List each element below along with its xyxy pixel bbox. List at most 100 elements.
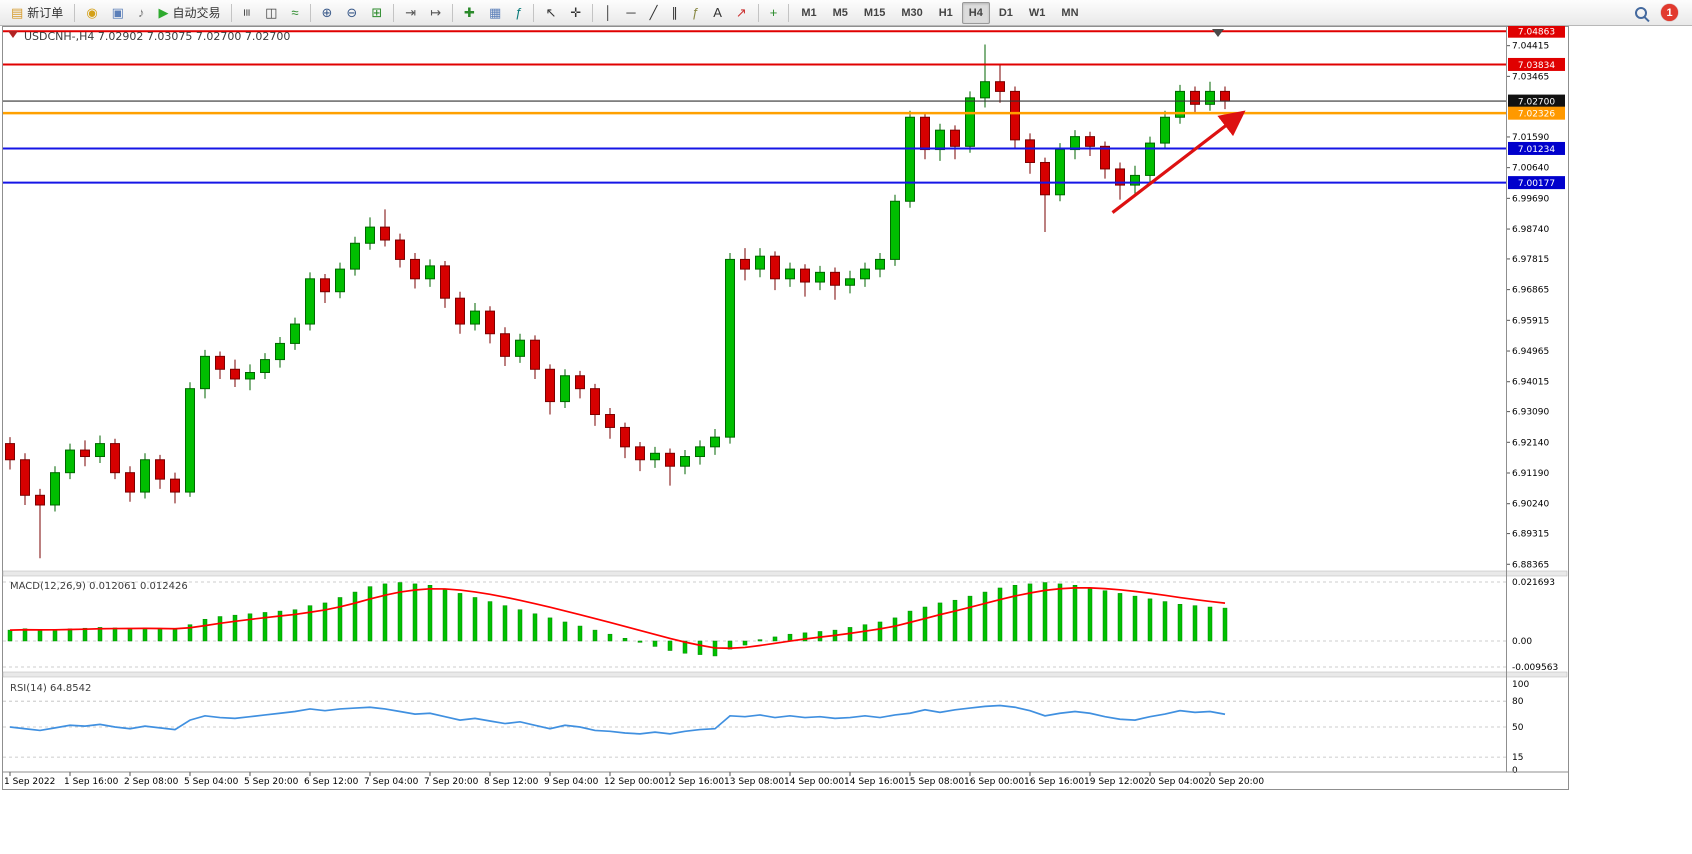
sounds-icon: ♪ bbox=[137, 5, 145, 20]
chart-shift-icon: ↦ bbox=[430, 5, 442, 20]
add-indicator-button[interactable]: + bbox=[764, 2, 784, 24]
toolbar-right: 1 bbox=[1635, 4, 1688, 21]
crosshair-button[interactable]: ✛ bbox=[564, 2, 587, 24]
time-tick-label: 20 Sep 04:00 bbox=[1144, 777, 1204, 787]
price-badge-label: 7.00177 bbox=[1518, 179, 1555, 189]
tile-windows-button[interactable]: ⊞ bbox=[365, 2, 388, 24]
price-badge-label: 7.02700 bbox=[1518, 98, 1555, 108]
panel-splitter[interactable] bbox=[2, 570, 1568, 577]
toolbar-separator bbox=[393, 3, 395, 22]
price-badge-label: 7.03834 bbox=[1518, 61, 1555, 71]
data-window-icon: ▣ bbox=[111, 5, 124, 20]
time-tick-label: 9 Sep 04:00 bbox=[544, 777, 599, 787]
chart-shift-button[interactable]: ↦ bbox=[424, 2, 447, 24]
chart-shift-marker[interactable] bbox=[1212, 29, 1224, 37]
macd-tick-label: -0.009563 bbox=[1512, 663, 1558, 673]
notification-badge[interactable]: 1 bbox=[1661, 4, 1678, 21]
profiles-button[interactable]: ▦ bbox=[483, 2, 507, 24]
horizontal-line-icon: ─ bbox=[626, 5, 636, 20]
timeframe-h1-button[interactable]: H1 bbox=[938, 6, 953, 19]
new-chart-icon: ✚ bbox=[464, 5, 475, 20]
macd-signal-line bbox=[9, 587, 1226, 650]
one-click-trading-toggle[interactable] bbox=[8, 31, 18, 38]
search-icon[interactable] bbox=[1635, 6, 1647, 19]
timeframe-m5-button[interactable]: M5 bbox=[832, 6, 848, 19]
price-badge-label: 7.04863 bbox=[1518, 28, 1555, 38]
timeframe-d1-button[interactable]: D1 bbox=[998, 6, 1013, 19]
autotrade-button[interactable]: ▶ 自动交易 bbox=[152, 2, 226, 24]
fibonacci-button[interactable]: ƒ bbox=[686, 2, 705, 24]
panel-splitter[interactable] bbox=[2, 671, 1568, 678]
zoom-out-button[interactable]: ⊖ bbox=[340, 2, 363, 24]
toolbar-separator bbox=[309, 3, 311, 22]
price-tick-label: 6.96865 bbox=[1512, 286, 1549, 296]
chart-title: USDCNH-,H4 7.02902 7.03075 7.02700 7.027… bbox=[24, 30, 290, 43]
timeframe-m1-button[interactable]: M1 bbox=[801, 6, 817, 19]
toolbar-separator bbox=[74, 3, 76, 22]
rsi-line bbox=[9, 704, 1226, 735]
price-tick-label: 6.88365 bbox=[1512, 560, 1549, 570]
new-order-button[interactable]: ▤ 新订单 bbox=[5, 2, 69, 24]
rsi-label: RSI(14) 64.8542 bbox=[10, 683, 91, 694]
time-axis[interactable]: 1 Sep 2022 1 Sep 16:00 2 Sep 08:00 5 Sep 04… bbox=[3, 771, 1568, 787]
time-tick-label: 12 Sep 00:00 bbox=[604, 777, 664, 787]
macd-panel: 0.021693 0.00 -0.009563 MACD(12,26,9) 0.012… bbox=[3, 578, 1558, 673]
sounds-button[interactable]: ♪ bbox=[132, 2, 151, 24]
timeframe-w1-button[interactable]: W1 bbox=[1028, 6, 1046, 19]
trend-arrow[interactable] bbox=[1111, 110, 1246, 214]
line-chart-icon: ≈ bbox=[291, 5, 299, 20]
timeframe-mn-button[interactable]: MN bbox=[1061, 6, 1079, 19]
price-tick-label: 6.97815 bbox=[1512, 255, 1549, 265]
price-tick-label: 7.03465 bbox=[1512, 72, 1549, 82]
indicators-button[interactable]: ƒ bbox=[509, 2, 528, 24]
trendline-button[interactable]: ╱ bbox=[644, 2, 664, 24]
horizontal-line-button[interactable]: ─ bbox=[620, 2, 641, 24]
new-chart-button[interactable]: ✚ bbox=[458, 2, 481, 24]
toolbar-separator bbox=[592, 3, 594, 22]
price-tick-label: 7.01590 bbox=[1512, 133, 1549, 143]
time-tick-label: 14 Sep 00:00 bbox=[784, 777, 844, 787]
equidistant-channel-button[interactable]: ∥ bbox=[665, 2, 684, 24]
time-tick-label: 15 Sep 08:00 bbox=[904, 777, 964, 787]
timeframe-m15-button[interactable]: M15 bbox=[863, 6, 886, 19]
zoom-in-button[interactable]: ⊕ bbox=[316, 2, 339, 24]
price-badge-7.04863[interactable] bbox=[1508, 24, 1565, 38]
text-label-button[interactable]: A bbox=[707, 2, 728, 24]
price-tick-label: 6.89315 bbox=[1512, 530, 1549, 540]
cursor-button[interactable]: ↖ bbox=[539, 2, 562, 24]
time-tick-label: 1 Sep 16:00 bbox=[64, 777, 119, 787]
price-axis[interactable]: 7.04415 7.03465 7.01590 7.00640 6.99690 6.987… bbox=[1506, 24, 1565, 571]
line-chart-button[interactable]: ≈ bbox=[285, 2, 304, 24]
price-badge-7.00177[interactable] bbox=[1508, 176, 1565, 190]
time-tick-label: 7 Sep 20:00 bbox=[424, 777, 479, 787]
arrow-object-button[interactable]: ↗ bbox=[730, 2, 753, 24]
timeframe-h4-button[interactable]: H4 bbox=[961, 1, 990, 24]
vertical-line-button[interactable]: │ bbox=[598, 2, 618, 24]
toolbar-separator bbox=[533, 3, 535, 22]
macd-label: MACD(12,26,9) 0.012061 0.012426 bbox=[10, 581, 188, 592]
price-badge-7.03834[interactable] bbox=[1508, 57, 1565, 71]
price-tick-label: 6.99690 bbox=[1512, 194, 1549, 204]
rsi-tick-label: 0 bbox=[1512, 766, 1518, 776]
add-indicator-icon: + bbox=[769, 5, 778, 20]
crosshair-icon: ✛ bbox=[570, 5, 582, 20]
zoom-in-icon: ⊕ bbox=[321, 5, 333, 20]
time-tick-label: 12 Sep 16:00 bbox=[664, 777, 724, 787]
candlestick-chart-button[interactable]: ◫ bbox=[259, 2, 283, 24]
market-watch-button[interactable]: ◉ bbox=[80, 2, 103, 24]
time-tick-label: 2 Sep 08:00 bbox=[124, 777, 179, 787]
data-window-button[interactable]: ▣ bbox=[106, 2, 130, 24]
price-badge-7.01234[interactable] bbox=[1508, 141, 1565, 155]
bar-chart-button[interactable]: ≡ bbox=[237, 2, 257, 24]
price-badge-7.02700[interactable] bbox=[1508, 94, 1565, 108]
rsi-tick-label: 100 bbox=[1512, 680, 1529, 690]
price-badge-7.02326[interactable] bbox=[1508, 106, 1565, 120]
tile-windows-icon: ⊞ bbox=[371, 5, 383, 20]
timeframe-m30-button[interactable]: M30 bbox=[901, 6, 923, 19]
vertical-line-icon: │ bbox=[604, 5, 613, 20]
auto-scroll-button[interactable]: ⇥ bbox=[399, 2, 422, 24]
rsi-tick-label: 50 bbox=[1512, 723, 1524, 733]
price-tick-label: 7.00640 bbox=[1512, 164, 1549, 174]
